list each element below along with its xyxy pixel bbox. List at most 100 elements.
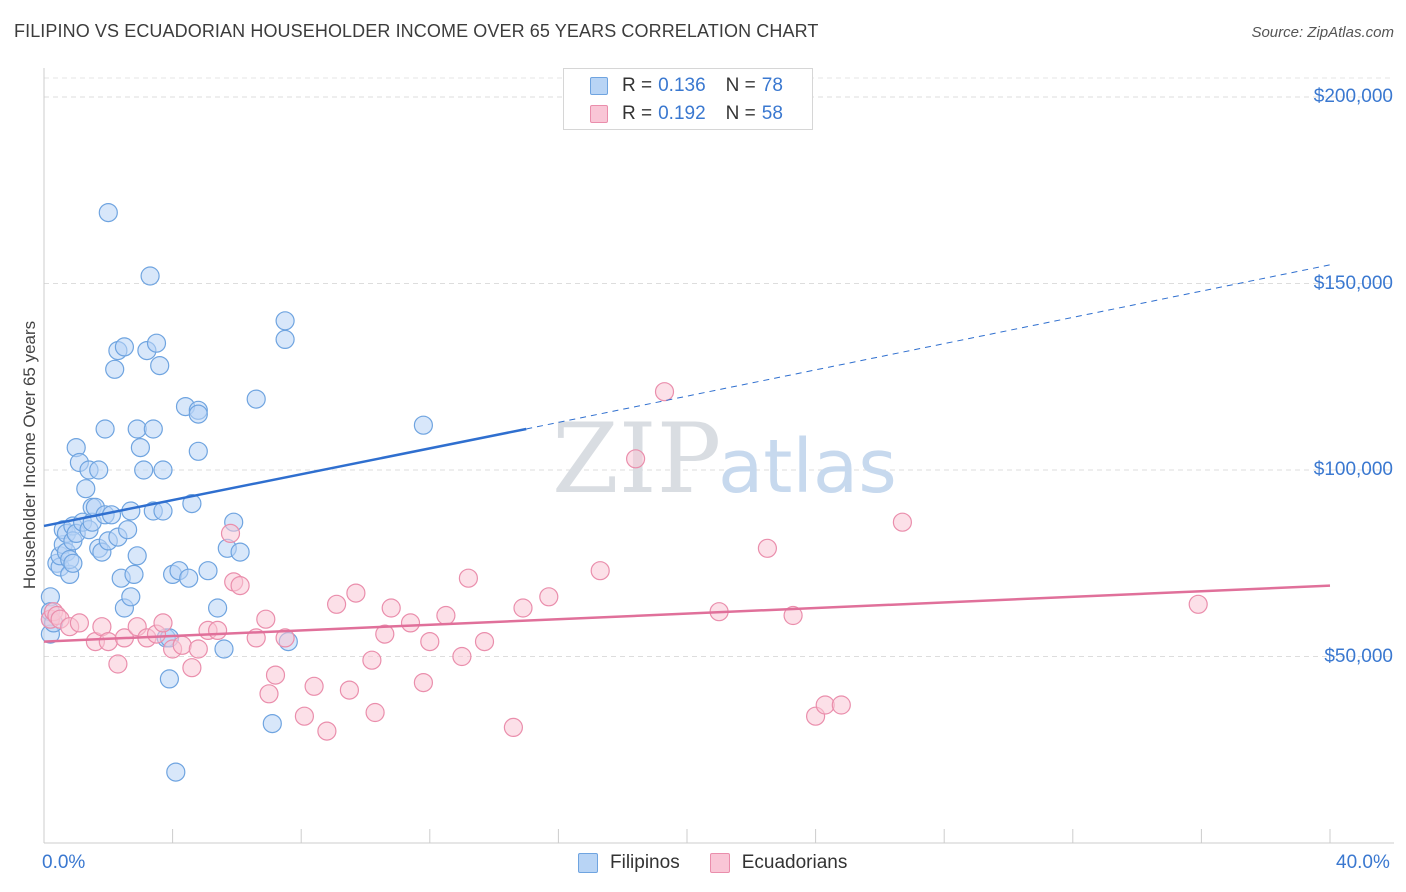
point-ecuadorians [304, 676, 324, 696]
point-ecuadorians [172, 635, 192, 655]
legend-row-ecuadorians: R = 0.192 N = 58 [590, 103, 783, 125]
point-ecuadorians [365, 702, 385, 723]
point-ecuadorians [513, 598, 533, 618]
axes [43, 68, 1394, 844]
point-ecuadorians [458, 568, 478, 588]
point-filipinos [89, 460, 109, 480]
point-ecuadorians [153, 613, 173, 633]
series-legend: Filipinos Ecuadorians [578, 852, 877, 874]
point-ecuadorians [436, 605, 456, 626]
legend-r-label: R = [622, 103, 653, 124]
legend-r-value: 0.136 [658, 75, 706, 96]
point-ecuadorians [400, 613, 421, 633]
trend-lines [43, 264, 1331, 643]
point-filipinos [214, 639, 234, 659]
legend-n-value: 58 [761, 103, 783, 124]
legend-label-ecuadorians: Ecuadorians [741, 852, 848, 873]
point-ecuadorians [420, 631, 440, 652]
point-ecuadorians [220, 523, 241, 544]
point-filipinos [140, 266, 160, 286]
chart-title: FILIPINO VS ECUADORIAN HOUSEHOLDER INCOM… [14, 21, 819, 41]
point-filipinos [127, 546, 147, 566]
y-tick-label: $150,000 [1313, 272, 1393, 294]
legend-n-label: N = [725, 75, 756, 96]
point-filipinos [130, 438, 150, 458]
point-ecuadorians [815, 695, 835, 715]
point-ecuadorians [346, 583, 366, 603]
y-axis-label: Householder Income Over 65 years [20, 320, 39, 590]
data-points [40, 203, 1208, 782]
point-ecuadorians [757, 538, 778, 558]
point-ecuadorians [783, 605, 803, 626]
point-ecuadorians [375, 624, 395, 644]
point-filipinos [208, 598, 228, 618]
point-filipinos [153, 460, 173, 480]
y-tick-label: $50,000 [1324, 645, 1393, 667]
y-tick-label: $200,000 [1313, 86, 1393, 107]
point-ecuadorians [362, 650, 382, 670]
point-filipinos [98, 203, 118, 223]
point-filipinos [153, 501, 173, 521]
correlation-legend: R = 0.136 N = 78 R = 0.192 N = 58 [563, 68, 813, 130]
point-ecuadorians [69, 613, 90, 633]
watermark-atlas: atlas [718, 424, 897, 510]
point-filipinos [262, 713, 282, 734]
point-ecuadorians [230, 575, 250, 596]
legend-item-ecuadorians[interactable]: Ecuadorians [709, 852, 848, 874]
legend-n-value: 78 [761, 75, 783, 96]
point-ecuadorians [98, 631, 118, 652]
point-ecuadorians [452, 646, 472, 667]
point-ecuadorians [275, 628, 295, 648]
point-ecuadorians [188, 639, 208, 659]
point-filipinos [159, 669, 179, 689]
point-filipinos [188, 441, 208, 461]
point-ecuadorians [327, 594, 347, 614]
point-ecuadorians [654, 382, 675, 402]
point-filipinos [63, 553, 83, 573]
point-filipinos [117, 520, 138, 540]
point-filipinos [230, 542, 250, 562]
point-ecuadorians [1188, 594, 1208, 614]
point-ecuadorians [590, 561, 610, 581]
legend-r-value: 0.192 [658, 103, 706, 124]
point-ecuadorians [339, 680, 359, 700]
legend-n-label: N = [725, 103, 756, 124]
point-filipinos [166, 762, 186, 782]
point-filipinos [105, 359, 125, 379]
legend-swatch-blue [590, 77, 608, 95]
legend-label-filipinos: Filipinos [610, 852, 680, 873]
point-ecuadorians [259, 684, 279, 704]
point-ecuadorians [208, 620, 228, 641]
point-ecuadorians [831, 695, 851, 715]
point-filipinos [95, 419, 115, 439]
point-ecuadorians [108, 654, 128, 674]
point-ecuadorians [256, 609, 276, 629]
point-filipinos [150, 356, 170, 376]
point-filipinos [179, 568, 199, 588]
legend-r-label: R = [622, 75, 653, 96]
point-ecuadorians [503, 717, 524, 738]
point-ecuadorians [265, 665, 286, 685]
legend-swatch-pink [590, 105, 608, 123]
point-filipinos [134, 460, 154, 480]
point-ecuadorians [317, 721, 337, 741]
point-filipinos [182, 494, 202, 514]
legend-swatch-ecuadorians [709, 853, 730, 873]
point-ecuadorians [892, 512, 913, 532]
point-ecuadorians [413, 672, 433, 693]
point-filipinos [275, 311, 295, 331]
point-ecuadorians [381, 598, 401, 618]
point-filipinos [121, 587, 141, 607]
trend-line-ecuadorians [43, 584, 1331, 643]
point-filipinos [114, 337, 135, 357]
trend-line-filipinos-extension [526, 264, 1331, 430]
y-tick-label: $100,000 [1313, 459, 1393, 480]
legend-swatch-filipinos [578, 853, 598, 873]
watermark: ZIP atlas [552, 403, 897, 515]
point-filipinos [246, 389, 266, 409]
legend-item-filipinos[interactable]: Filipinos [578, 852, 680, 874]
point-filipinos [188, 404, 208, 424]
point-filipinos [275, 329, 295, 349]
source-credit: Source: ZipAtlas.com [1251, 24, 1394, 41]
